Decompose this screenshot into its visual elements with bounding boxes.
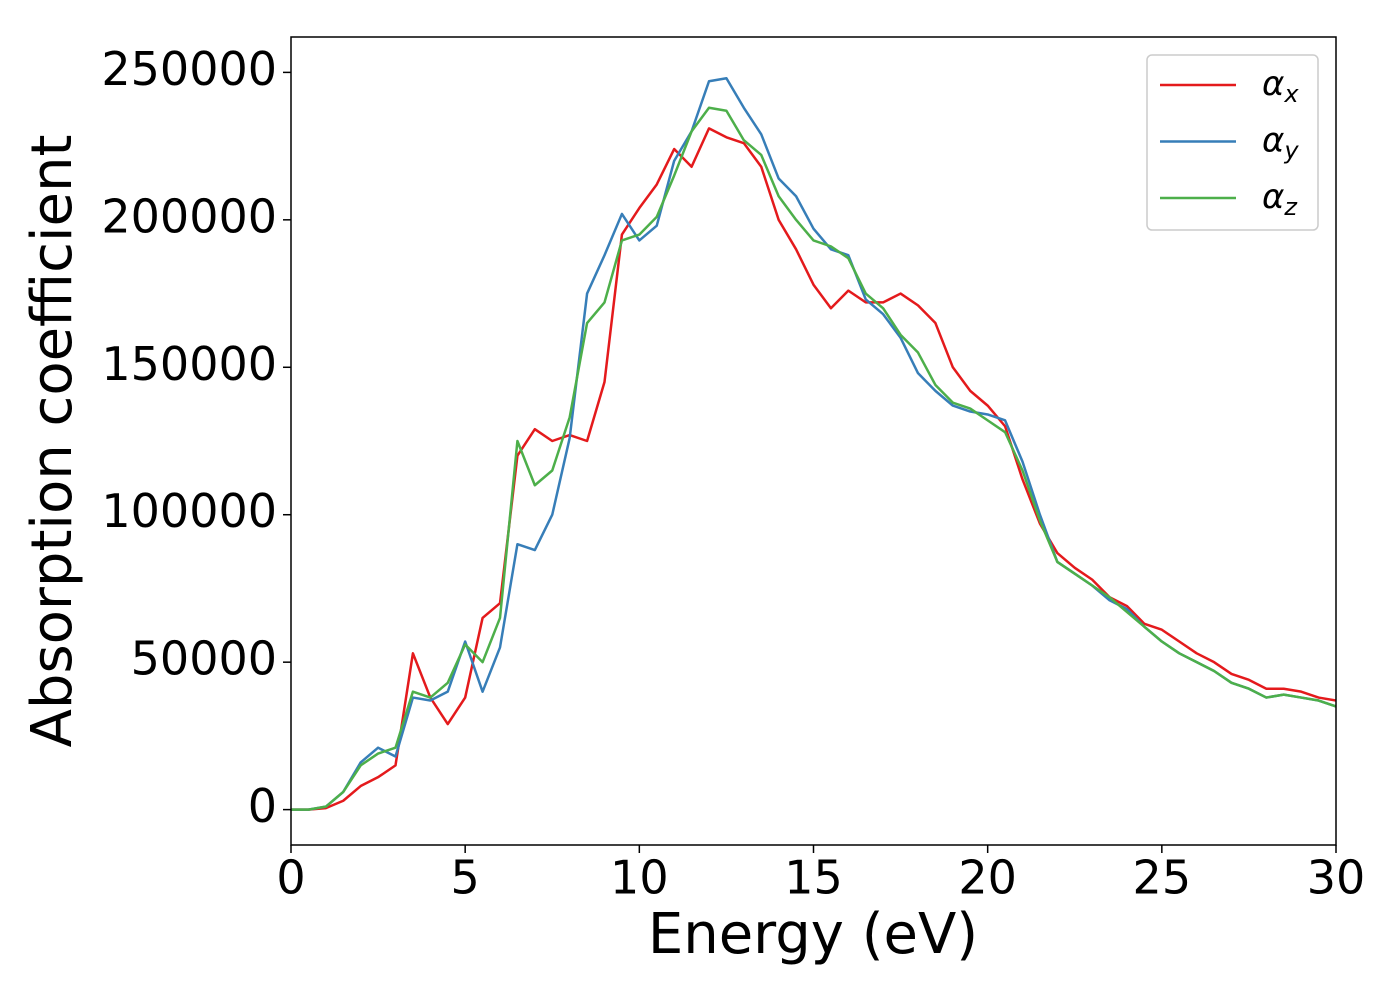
y-tick-label: 0 bbox=[248, 779, 277, 833]
y-tick-label: 150000 bbox=[101, 337, 277, 391]
x-tick-label: 20 bbox=[958, 851, 1017, 905]
x-tick-label: 0 bbox=[276, 851, 305, 905]
x-tick-label: 10 bbox=[610, 851, 669, 905]
legend-symbol: α bbox=[1262, 177, 1284, 217]
y-tick-label: 200000 bbox=[101, 189, 277, 243]
x-tick-label: 5 bbox=[451, 851, 480, 905]
plot-frame bbox=[290, 36, 1337, 846]
y-axis-label: Absorption coefficient bbox=[20, 135, 85, 748]
x-tick-label: 25 bbox=[1133, 851, 1192, 905]
legend-symbol: α bbox=[1262, 120, 1284, 160]
legend-subscript: x bbox=[1283, 80, 1299, 108]
x-tick-label: 15 bbox=[784, 851, 843, 905]
y-tick-label: 50000 bbox=[131, 632, 277, 686]
legend-label: αx bbox=[1262, 64, 1299, 109]
y-tick-label: 250000 bbox=[101, 42, 277, 96]
legend-label: αy bbox=[1262, 120, 1299, 165]
line-series bbox=[291, 106, 1336, 811]
x-tick-label: 30 bbox=[1307, 851, 1366, 905]
line-series bbox=[291, 127, 1336, 811]
x-axis-label: Energy (eV) bbox=[648, 902, 978, 967]
legend-subscript: z bbox=[1283, 193, 1298, 221]
legend-symbol: α bbox=[1262, 64, 1284, 104]
legend-subscript: y bbox=[1283, 137, 1299, 165]
y-tick-label: 100000 bbox=[101, 484, 277, 538]
legend-label: αz bbox=[1262, 177, 1298, 222]
